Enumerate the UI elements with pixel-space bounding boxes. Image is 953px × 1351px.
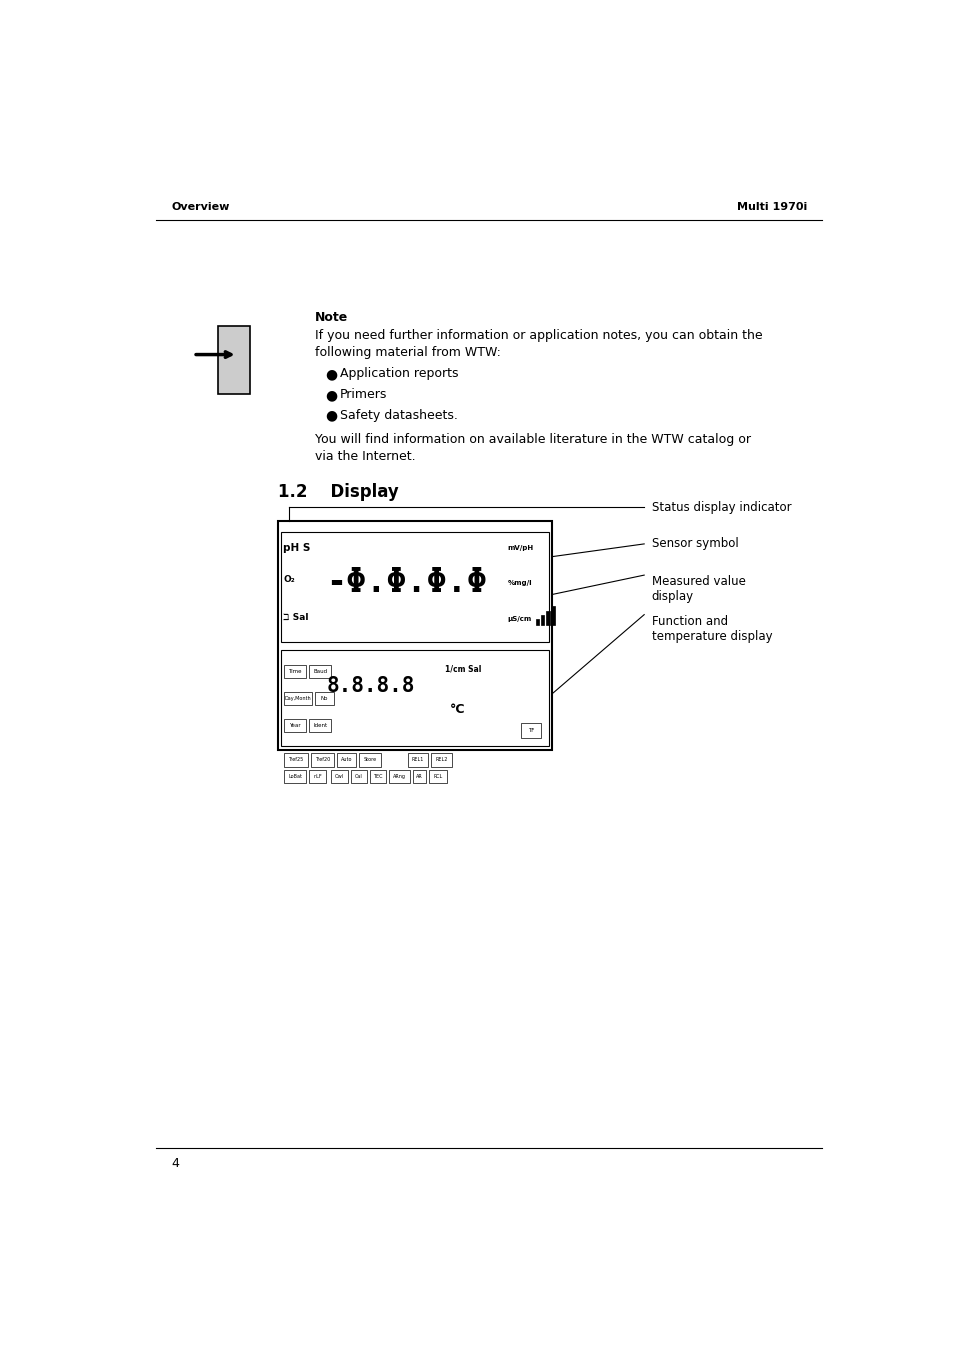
Text: ARng: ARng (393, 774, 406, 780)
Text: µS/cm: µS/cm (507, 616, 531, 623)
Text: %mg/l: %mg/l (507, 580, 532, 586)
Bar (551, 607, 554, 626)
Text: Year: Year (289, 723, 301, 728)
Text: following material from WTW:: following material from WTW: (314, 346, 500, 359)
Text: via the Internet.: via the Internet. (314, 450, 416, 463)
Bar (413, 770, 426, 784)
Text: ●: ● (324, 408, 336, 423)
Text: TF: TF (527, 728, 534, 734)
Bar (309, 770, 325, 784)
Text: Multi 1970i: Multi 1970i (736, 203, 806, 212)
Bar (309, 665, 331, 678)
Text: If you need further information or application notes, you can obtain the: If you need further information or appli… (314, 328, 762, 342)
Text: Sensor symbol: Sensor symbol (651, 538, 738, 550)
Bar (431, 753, 452, 766)
Text: Measured value
display: Measured value display (651, 576, 744, 603)
Text: °C: °C (449, 703, 465, 716)
Bar (520, 723, 541, 738)
Text: O₂: O₂ (283, 576, 294, 584)
Bar (351, 770, 367, 784)
Text: Cal: Cal (355, 774, 362, 780)
Bar (370, 770, 386, 784)
Text: Auto: Auto (340, 758, 352, 762)
Text: 8.8.8.8: 8.8.8.8 (326, 676, 415, 696)
Text: ●: ● (324, 388, 336, 401)
Text: REL1: REL1 (412, 758, 424, 762)
Text: Application reports: Application reports (339, 367, 457, 380)
Text: Tref25: Tref25 (288, 758, 303, 762)
Bar (311, 753, 335, 766)
Text: TEC: TEC (373, 774, 382, 780)
Text: Primers: Primers (339, 388, 387, 401)
Bar (389, 770, 410, 784)
Bar (281, 532, 548, 642)
Text: -Φ.Φ.Φ.Φ: -Φ.Φ.Φ.Φ (326, 566, 487, 600)
Text: Status display indicator: Status display indicator (651, 501, 790, 513)
Bar (309, 719, 331, 732)
Text: REL2: REL2 (435, 758, 447, 762)
Text: nLF: nLF (313, 774, 321, 780)
Text: You will find information on available literature in the WTW catalog or: You will find information on available l… (314, 432, 750, 446)
Bar (358, 753, 380, 766)
Bar (284, 665, 306, 678)
Text: Note: Note (314, 311, 348, 324)
Text: ℶ Sal: ℶ Sal (283, 612, 309, 621)
Bar (331, 770, 347, 784)
Text: AR: AR (416, 774, 422, 780)
Bar (284, 719, 306, 732)
Bar (284, 770, 306, 784)
Bar (429, 770, 446, 784)
Bar (278, 521, 551, 750)
Text: Owl: Owl (335, 774, 344, 780)
Text: LoBat: LoBat (288, 774, 302, 780)
Text: Ident: Ident (313, 723, 327, 728)
Bar (535, 619, 538, 626)
Text: Day,Month: Day,Month (285, 696, 312, 701)
Text: Tref20: Tref20 (314, 758, 330, 762)
Bar (314, 692, 334, 705)
Text: pH S: pH S (283, 543, 311, 554)
Text: Time: Time (288, 669, 302, 674)
Text: Overview: Overview (171, 203, 229, 212)
Bar (217, 327, 250, 394)
Text: 1.2    Display: 1.2 Display (278, 482, 398, 500)
Text: Safety datasheets.: Safety datasheets. (339, 408, 457, 422)
Text: ●: ● (324, 367, 336, 381)
Text: Store: Store (363, 758, 376, 762)
Bar (281, 650, 548, 746)
Text: 1/cm Sal: 1/cm Sal (444, 665, 480, 673)
Bar (407, 753, 428, 766)
Bar (337, 753, 355, 766)
Text: Function and
temperature display: Function and temperature display (651, 615, 771, 643)
Text: mV/pH: mV/pH (507, 546, 533, 551)
Text: RCL: RCL (433, 774, 442, 780)
Bar (284, 753, 308, 766)
Text: Baud: Baud (313, 669, 327, 674)
Text: No: No (320, 696, 328, 701)
Bar (545, 611, 549, 626)
Bar (284, 692, 312, 705)
Bar (540, 615, 544, 626)
Text: 4: 4 (171, 1156, 179, 1170)
